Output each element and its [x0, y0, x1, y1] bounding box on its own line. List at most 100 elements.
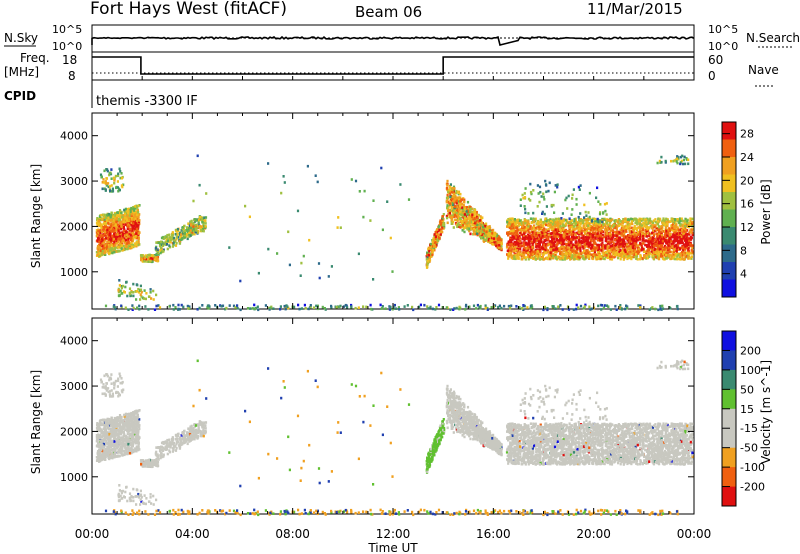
power-pixel — [466, 200, 470, 204]
power-pixel — [571, 256, 574, 259]
power-pixel — [137, 240, 140, 244]
power-pixel — [523, 250, 526, 254]
power-pixel — [461, 229, 464, 232]
power-pixel — [166, 247, 169, 251]
power-pixel — [667, 234, 670, 238]
power-pixel — [115, 223, 118, 227]
power-pixel — [590, 249, 593, 252]
power-pixel — [634, 248, 637, 252]
power-pixel — [655, 232, 658, 235]
noise-right-tick-top: 10^5 — [708, 23, 738, 36]
power-pixel — [127, 225, 130, 228]
power-pixel — [151, 254, 154, 257]
power-pixel — [664, 257, 667, 260]
power-pixel — [492, 235, 495, 238]
power-pixel — [672, 239, 675, 242]
power-pixel — [118, 167, 121, 171]
power-pixel — [143, 256, 146, 260]
power-pixel — [111, 234, 114, 238]
power-pixel — [640, 233, 643, 236]
power-pixel — [683, 257, 686, 260]
power-pixel — [612, 251, 615, 254]
power-pixel — [647, 229, 650, 233]
power-pixel — [586, 221, 589, 225]
power-pixel — [426, 251, 429, 255]
power-pixel — [556, 247, 559, 251]
power-pixel — [611, 246, 614, 250]
power-pixel — [460, 207, 463, 211]
power-pixel — [561, 239, 564, 242]
power-pixel — [664, 255, 668, 259]
power-pixel — [104, 232, 107, 235]
power-pixel — [628, 218, 631, 222]
power-pixel — [655, 255, 659, 258]
power-pixel — [518, 250, 521, 253]
power-pixel — [650, 250, 653, 254]
power-pixel — [115, 229, 118, 232]
power-pixel — [478, 222, 481, 226]
power-pixel — [601, 226, 604, 229]
power-pixel — [106, 232, 109, 236]
power-pixel — [110, 211, 113, 215]
power-pixel — [577, 241, 580, 244]
power-pixel — [492, 228, 495, 232]
power-pixel — [131, 235, 134, 238]
power-pixel — [488, 235, 492, 239]
power-pixel — [691, 250, 694, 253]
power-pixel — [169, 236, 172, 239]
power-pixel — [616, 224, 619, 228]
power-pixel — [478, 224, 481, 228]
power-pixel — [552, 246, 556, 250]
power-pixel — [675, 252, 679, 256]
power-pixel — [427, 248, 430, 251]
power-pixel — [149, 288, 152, 291]
power-pixel — [115, 222, 118, 225]
power-pixel — [116, 233, 119, 236]
power-pixel — [188, 235, 191, 238]
power-pixel — [661, 226, 664, 229]
power-pixel — [676, 233, 680, 237]
power-pixel — [529, 217, 532, 220]
power-pixel — [589, 243, 592, 247]
power-pixel — [426, 263, 429, 266]
power-pixel — [455, 218, 458, 222]
power-pixel — [582, 257, 585, 260]
power-pixel — [601, 246, 604, 250]
power-pixel — [638, 243, 641, 247]
power-pixel — [428, 248, 431, 251]
power-pixel — [672, 236, 675, 239]
power-pixel — [125, 217, 128, 220]
power-pixel — [131, 212, 134, 216]
power-pixel — [128, 291, 131, 295]
power-pixel — [606, 223, 609, 227]
power-pixel — [462, 203, 465, 207]
power-pixel — [463, 210, 466, 214]
power-pixel — [106, 228, 109, 232]
power-pixel — [528, 240, 531, 243]
power-pixel — [556, 243, 559, 246]
power-pixel — [109, 249, 112, 253]
power-pixel — [459, 196, 462, 200]
power-pixel — [528, 243, 531, 246]
power-pixel — [486, 228, 489, 232]
power-pixel — [181, 238, 184, 241]
power-pixel — [609, 221, 612, 224]
power-pixel — [631, 252, 634, 256]
power-pixel — [568, 230, 571, 233]
power-pixel — [184, 234, 187, 237]
power-pixel — [96, 239, 99, 242]
power-pixel — [537, 220, 540, 224]
power-pixel — [111, 222, 114, 225]
power-pixel — [521, 257, 524, 261]
power-pixel — [131, 229, 134, 232]
power-pixel — [511, 238, 514, 241]
power-pixel — [574, 217, 577, 221]
power-pixel — [109, 235, 112, 238]
power-pixel — [111, 189, 115, 193]
power-pixel — [135, 241, 138, 244]
power-pixel — [550, 245, 553, 248]
power-pixel — [467, 224, 470, 227]
power-pixel — [554, 254, 557, 257]
power-pixel — [458, 217, 462, 220]
power-pixel — [122, 229, 125, 233]
